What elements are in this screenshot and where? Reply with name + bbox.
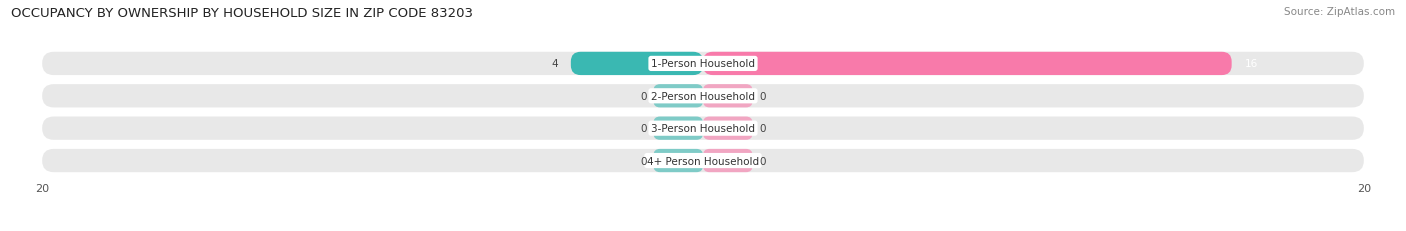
Text: 0: 0 <box>640 91 647 101</box>
FancyBboxPatch shape <box>654 85 703 108</box>
Text: 3-Person Household: 3-Person Household <box>651 124 755 134</box>
Text: Source: ZipAtlas.com: Source: ZipAtlas.com <box>1284 7 1395 17</box>
FancyBboxPatch shape <box>703 149 752 173</box>
FancyBboxPatch shape <box>571 52 703 76</box>
Text: 0: 0 <box>640 124 647 134</box>
Text: 0: 0 <box>640 156 647 166</box>
FancyBboxPatch shape <box>654 149 703 173</box>
FancyBboxPatch shape <box>42 85 1364 108</box>
Text: 2-Person Household: 2-Person Household <box>651 91 755 101</box>
FancyBboxPatch shape <box>42 117 1364 140</box>
Text: 0: 0 <box>759 91 766 101</box>
FancyBboxPatch shape <box>42 52 1364 76</box>
Text: OCCUPANCY BY OWNERSHIP BY HOUSEHOLD SIZE IN ZIP CODE 83203: OCCUPANCY BY OWNERSHIP BY HOUSEHOLD SIZE… <box>11 7 474 20</box>
Text: 1-Person Household: 1-Person Household <box>651 59 755 69</box>
Text: 4+ Person Household: 4+ Person Household <box>647 156 759 166</box>
FancyBboxPatch shape <box>703 85 752 108</box>
Text: 0: 0 <box>759 156 766 166</box>
Text: 16: 16 <box>1244 59 1258 69</box>
FancyBboxPatch shape <box>42 149 1364 173</box>
FancyBboxPatch shape <box>703 52 1232 76</box>
Text: 0: 0 <box>759 124 766 134</box>
FancyBboxPatch shape <box>654 117 703 140</box>
Text: 4: 4 <box>551 59 558 69</box>
FancyBboxPatch shape <box>703 117 752 140</box>
